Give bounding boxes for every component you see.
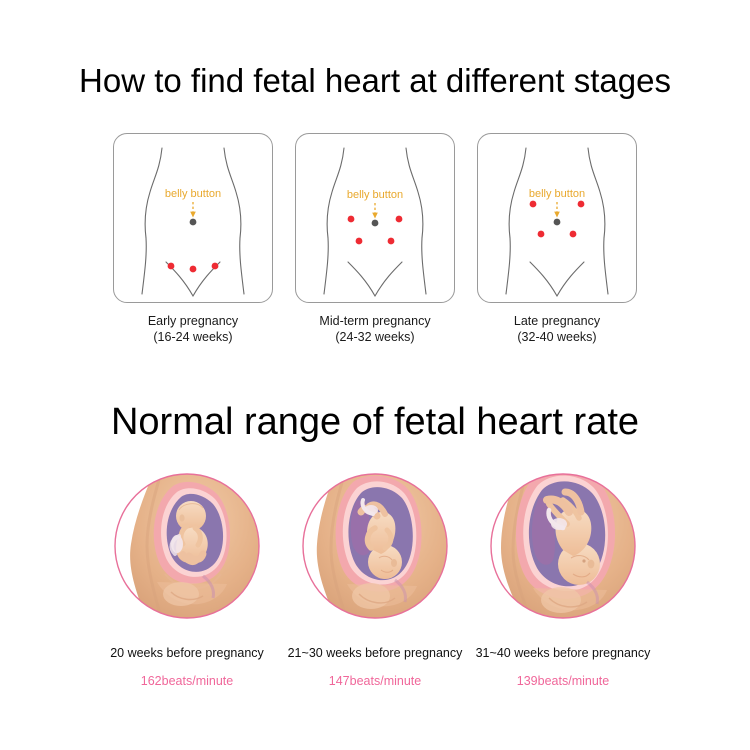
- belly-button-arrow-head: [372, 212, 378, 219]
- marker-dot: [387, 237, 395, 245]
- fetus-womb-svg-20-weeks: [114, 473, 260, 619]
- stage-caption-early: Early pregnancy (16-24 weeks): [102, 313, 284, 345]
- fetal-heart-rate-section: 20 weeks before pregnancy 162beats/minut…: [0, 466, 750, 706]
- rate-column-31-40-weeks: 31~40 weeks before pregnancy 139beats/mi…: [448, 466, 678, 706]
- rate-bpm-value: 139beats/minute: [516, 674, 610, 688]
- fetus-illustration-21-30-weeks[interactable]: [295, 466, 455, 626]
- rate-weeks-label: 31~40 weeks before pregnancy: [475, 646, 651, 660]
- womb-body-group: [303, 474, 447, 618]
- rate-weeks-label: 21~30 weeks before pregnancy: [287, 646, 463, 660]
- stage-caption-late: Late pregnancy (32-40 weeks): [466, 313, 648, 345]
- page-title-stages: How to find fetal heart at different sta…: [79, 62, 671, 99]
- stage-column-early: belly button Early pregnancy (16-24 week…: [102, 133, 284, 363]
- navel-dot: [553, 218, 561, 226]
- torso-panel-early[interactable]: belly button: [113, 133, 273, 303]
- marker-dot: [395, 215, 403, 223]
- stage-caption-line1: Mid-term pregnancy: [319, 314, 431, 328]
- torso-diagram-late: belly button: [505, 147, 609, 297]
- marker-dot: [355, 237, 363, 245]
- fetus-womb-svg-31-40-weeks: [490, 473, 636, 619]
- fetus-womb-svg-21-30-weeks: [302, 473, 448, 619]
- rate-bpm-value: 162beats/minute: [140, 674, 234, 688]
- marker-dot: [529, 200, 537, 208]
- stage-caption-midterm: Mid-term pregnancy (24-32 weeks): [284, 313, 466, 345]
- navel-dot: [189, 218, 197, 226]
- stage-column-late: belly button Late pregnancy (32-40 weeks…: [466, 133, 648, 363]
- fetus-illustration-20-weeks[interactable]: [107, 466, 267, 626]
- torso-panel-late[interactable]: belly button: [477, 133, 637, 303]
- womb-body-group: [491, 474, 635, 618]
- navel-dot: [371, 219, 379, 227]
- womb-body-group: [115, 474, 259, 618]
- stage-column-midterm: belly button Mid-term pregnancy (24-32 w…: [284, 133, 466, 363]
- marker-dot: [347, 215, 355, 223]
- stage-caption-line2: (16-24 weeks): [153, 330, 233, 344]
- torso-diagram-early: belly button: [141, 147, 245, 297]
- fetus-illustration-31-40-weeks[interactable]: [483, 466, 643, 626]
- stage-caption-line2: (24-32 weeks): [335, 330, 415, 344]
- torso-panel-midterm[interactable]: belly button: [295, 133, 455, 303]
- rate-bpm-value: 147beats/minute: [328, 674, 422, 688]
- rate-column-20-weeks: 20 weeks before pregnancy 162beats/minut…: [72, 466, 302, 706]
- belly-button-label-text: belly button: [347, 189, 403, 201]
- marker-dot: [189, 265, 197, 273]
- illustration-circle-border: [114, 473, 260, 619]
- marker-dot: [537, 230, 545, 238]
- belly-button-arrow-head: [554, 211, 560, 218]
- torso-diagram-midterm: belly button: [323, 147, 427, 297]
- belly-button-label-text: belly button: [529, 188, 585, 200]
- baby-head: [558, 543, 600, 585]
- belly-button-arrow-head: [190, 211, 196, 218]
- stage-caption-line2: (32-40 weeks): [517, 330, 597, 344]
- marker-dot: [211, 262, 219, 270]
- stage-caption-line1: Early pregnancy: [147, 314, 239, 328]
- marker-dot: [167, 262, 175, 270]
- stage-caption-line1: Late pregnancy: [513, 314, 601, 328]
- stages-section: belly button Early pregnancy (16-24 week…: [0, 133, 750, 363]
- rate-column-21-30-weeks: 21~30 weeks before pregnancy 147beats/mi…: [260, 466, 490, 706]
- marker-dot: [569, 230, 577, 238]
- illustration-circle-border: [490, 473, 636, 619]
- belly-button-label-text: belly button: [165, 188, 221, 200]
- marker-dot: [577, 200, 585, 208]
- rate-weeks-label: 20 weeks before pregnancy: [110, 646, 264, 660]
- page-title-rate: Normal range of fetal heart rate: [110, 401, 640, 443]
- illustration-circle-border: [302, 473, 448, 619]
- baby-head: [368, 545, 402, 579]
